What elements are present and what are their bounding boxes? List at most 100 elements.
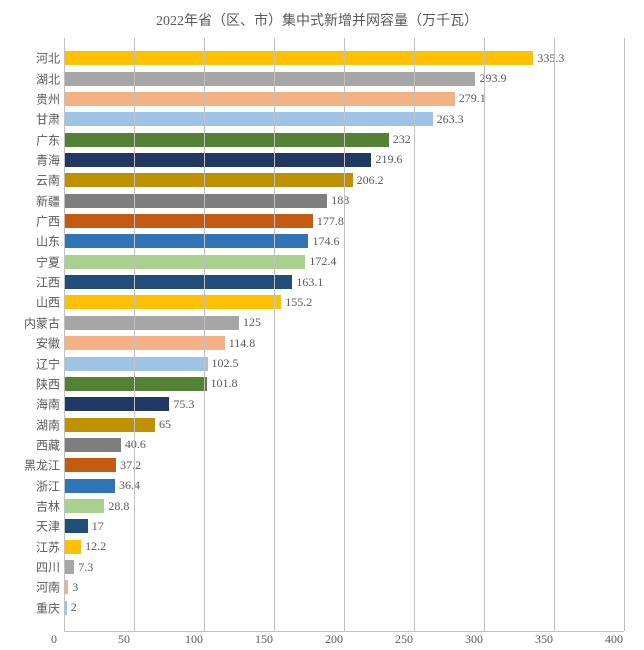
bar-value-label: 155.2	[285, 295, 312, 310]
bar	[64, 377, 207, 391]
bar-row: 335.3	[64, 51, 564, 65]
y-axis-label: 黑龙江	[24, 457, 60, 474]
bar-row: 219.6	[64, 153, 402, 167]
bar-row: 172.4	[64, 255, 336, 269]
bar-value-label: 3	[72, 580, 78, 595]
bar	[64, 519, 88, 533]
y-axis-label: 山西	[36, 294, 60, 311]
bar-row: 7.3	[64, 560, 93, 574]
bar-row: 155.2	[64, 295, 312, 309]
y-axis-label: 辽宁	[36, 355, 60, 372]
y-axis-label: 陕西	[36, 375, 60, 392]
y-axis-label: 四川	[36, 559, 60, 576]
bar-value-label: 206.2	[357, 173, 384, 188]
gridline	[274, 38, 275, 631]
bar-value-label: 37.2	[120, 458, 141, 473]
bar	[64, 540, 81, 554]
x-axis-tick: 250	[395, 632, 413, 647]
x-axis-tick: 50	[118, 632, 130, 647]
y-axis-label: 西藏	[36, 436, 60, 453]
bar-value-label: 279.1	[459, 91, 486, 106]
bar	[64, 438, 121, 452]
chart-container: 2022年省（区、市）集中式新增并网容量（万千瓦） 河北湖北贵州甘肃广东青海云南…	[0, 0, 644, 650]
bar-value-label: 263.3	[437, 112, 464, 127]
y-axis-label: 山东	[36, 233, 60, 250]
bar-value-label: 28.8	[108, 499, 129, 514]
y-axis-label: 河南	[36, 579, 60, 596]
bar-row: 28.8	[64, 499, 129, 513]
bar-row: 12.2	[64, 540, 106, 554]
bar-value-label: 232	[393, 132, 411, 147]
bar	[64, 357, 208, 371]
bar-value-label: 219.6	[375, 152, 402, 167]
x-axis-tick: 150	[255, 632, 273, 647]
gridline	[414, 38, 415, 631]
bar-value-label: 125	[243, 315, 261, 330]
bar-row: 206.2	[64, 173, 384, 187]
bar	[64, 418, 155, 432]
bar-value-label: 174.6	[312, 234, 339, 249]
y-axis-label: 湖北	[36, 70, 60, 87]
bar-value-label: 17	[92, 519, 104, 534]
bar-row: 75.3	[64, 397, 194, 411]
bar-row: 174.6	[64, 234, 339, 248]
y-axis-label: 内蒙古	[24, 314, 60, 331]
bar-row: 232	[64, 133, 411, 147]
bar-row: 3	[64, 580, 78, 594]
y-axis-label: 安徽	[36, 335, 60, 352]
bar-value-label: 2	[71, 600, 77, 615]
y-axis-label: 重庆	[36, 599, 60, 616]
bar	[64, 173, 353, 187]
gridline	[344, 38, 345, 631]
bar-value-label: 65	[159, 417, 171, 432]
bars-area: 335.3293.9279.1263.3232219.6206.2188177.…	[64, 42, 624, 632]
bar-row: 101.8	[64, 377, 238, 391]
plot-area: 河北湖北贵州甘肃广东青海云南新疆广西山东宁夏江西山西内蒙古安徽辽宁陕西海南湖南西…	[10, 42, 624, 632]
bar	[64, 295, 281, 309]
bar-value-label: 36.4	[119, 478, 140, 493]
chart-title: 2022年省（区、市）集中式新增并网容量（万千瓦）	[10, 10, 624, 30]
bar-value-label: 177.8	[317, 214, 344, 229]
x-axis-tick: 200	[325, 632, 343, 647]
y-axis-label: 湖南	[36, 416, 60, 433]
bar-row: 125	[64, 316, 261, 330]
y-axis-label: 云南	[36, 172, 60, 189]
x-axis-tick: 400	[605, 632, 623, 647]
bar-value-label: 7.3	[78, 560, 93, 575]
y-axis-label: 贵州	[36, 90, 60, 107]
bar	[64, 194, 327, 208]
bar-row: 37.2	[64, 458, 141, 472]
bar-value-label: 101.8	[211, 376, 238, 391]
bar-row: 2	[64, 601, 77, 615]
bar-row: 188	[64, 194, 349, 208]
bar-value-label: 335.3	[537, 51, 564, 66]
bar	[64, 153, 371, 167]
bar	[64, 560, 74, 574]
bar	[64, 499, 104, 513]
bar	[64, 112, 433, 126]
bar-value-label: 188	[331, 193, 349, 208]
y-axis-label: 吉林	[36, 498, 60, 515]
y-axis-label: 广东	[36, 131, 60, 148]
bar	[64, 336, 225, 350]
y-axis-label: 江苏	[36, 538, 60, 555]
bar	[64, 275, 292, 289]
bar-value-label: 12.2	[85, 539, 106, 554]
bar	[64, 214, 313, 228]
x-axis-tick: 0	[51, 632, 57, 647]
bar-row: 263.3	[64, 112, 464, 126]
y-axis-label: 浙江	[36, 477, 60, 494]
bar-row: 65	[64, 418, 171, 432]
y-axis-label: 天津	[36, 518, 60, 535]
y-axis-label: 青海	[36, 151, 60, 168]
y-axis: 河北湖北贵州甘肃广东青海云南新疆广西山东宁夏江西山西内蒙古安徽辽宁陕西海南湖南西…	[10, 42, 64, 632]
bar-row: 163.1	[64, 275, 323, 289]
bar	[64, 458, 116, 472]
bar-row: 293.9	[64, 72, 506, 86]
gridline	[484, 38, 485, 631]
bar	[64, 133, 389, 147]
bar	[64, 316, 239, 330]
gridline	[64, 38, 65, 631]
bar-row: 102.5	[64, 357, 239, 371]
gridline	[624, 38, 625, 631]
